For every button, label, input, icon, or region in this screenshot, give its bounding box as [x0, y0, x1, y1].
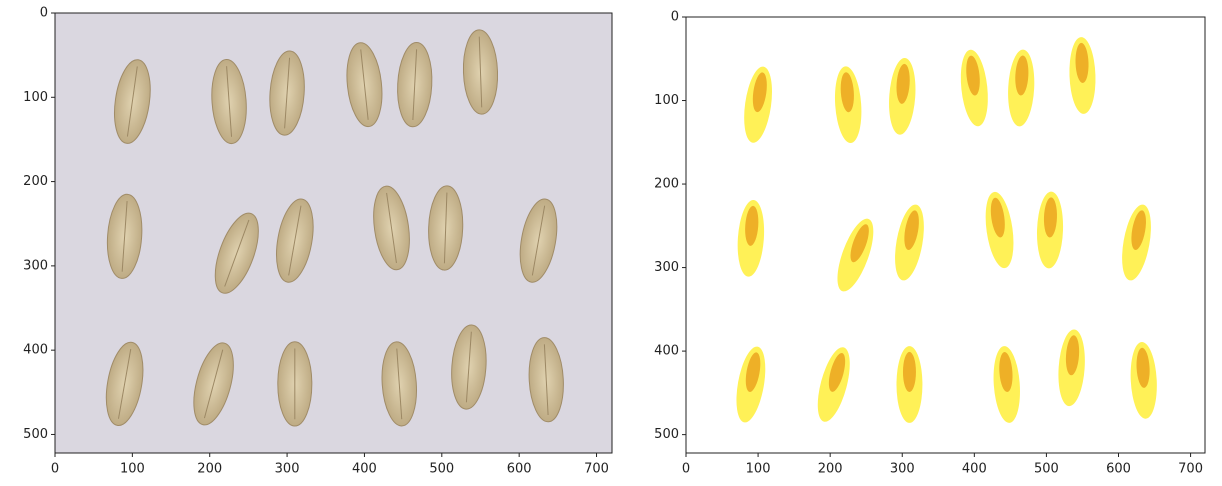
x-tick-label: 600	[507, 462, 532, 477]
grain-ridge	[117, 348, 132, 419]
x-tick-label: 400	[352, 462, 377, 477]
grain-ridge	[284, 57, 291, 129]
y-tick-label: 0	[40, 6, 48, 21]
saliency-core	[850, 224, 869, 263]
grain-ridge	[543, 344, 549, 416]
saliency-core	[1043, 197, 1057, 238]
y-tick-label: 0	[671, 10, 679, 25]
axes-frame	[54, 12, 613, 454]
x-tick-label: 700	[584, 462, 609, 477]
saliency-core	[896, 63, 910, 104]
grain-ridge	[126, 66, 138, 137]
saliency-core	[1136, 347, 1150, 388]
saliency-core	[902, 351, 916, 393]
y-tick-label: 400	[23, 343, 48, 358]
grain-ridge	[412, 49, 418, 121]
saliency-core	[828, 352, 846, 392]
saliency-core	[752, 72, 767, 113]
saliency-core	[1065, 335, 1080, 376]
saliency-core	[966, 55, 980, 96]
x-tick-label: 700	[1178, 462, 1203, 477]
y-tick-label: 200	[23, 174, 48, 189]
x-tick-label: 300	[275, 462, 300, 477]
saliency-core	[745, 352, 761, 392]
grain-ridge	[386, 192, 397, 264]
saliency-core	[745, 205, 759, 246]
x-tick-label: 600	[1106, 462, 1131, 477]
x-tick-label: 500	[1034, 462, 1059, 477]
y-tick-label: 300	[23, 258, 48, 273]
y-tick-label: 400	[654, 344, 679, 359]
saliency-core	[1075, 42, 1089, 83]
grain-ridge	[288, 205, 302, 276]
y-tick-label: 500	[654, 427, 679, 442]
x-tick-label: 0	[51, 462, 59, 477]
grain-ridge	[203, 349, 224, 419]
saliency-core	[904, 210, 919, 250]
grain-ridge	[443, 192, 448, 264]
grain-ridge	[478, 36, 483, 108]
x-tick-label: 200	[197, 462, 222, 477]
grain-ridge	[396, 348, 403, 420]
saliency-core	[990, 197, 1005, 238]
grain-ridge	[531, 205, 546, 276]
image-area	[686, 17, 1205, 453]
grain-ridge	[360, 49, 369, 120]
x-tick-label: 300	[890, 462, 915, 477]
image-content	[736, 37, 1157, 423]
y-tick-label: 300	[654, 260, 679, 275]
image-content	[105, 29, 564, 427]
x-tick-label: 500	[429, 462, 454, 477]
x-tick-label: 400	[962, 462, 987, 477]
x-tick-label: 100	[120, 462, 145, 477]
y-tick-label: 100	[23, 90, 48, 105]
axes-frame	[685, 16, 1206, 454]
grain-ridge	[121, 201, 128, 272]
saliency-core	[840, 72, 854, 113]
y-tick-label: 200	[654, 177, 679, 192]
grain-ridge	[465, 331, 472, 403]
y-tick-label: 500	[23, 427, 48, 442]
x-tick-label: 0	[682, 462, 690, 477]
grain-ridge	[224, 219, 250, 287]
x-tick-label: 100	[746, 462, 771, 477]
y-tick-label: 100	[654, 93, 679, 108]
saliency-core	[999, 352, 1013, 393]
saliency-core	[1015, 55, 1029, 96]
x-tick-label: 200	[818, 462, 843, 477]
saliency-core	[1131, 210, 1146, 250]
grain-ridge	[226, 66, 233, 137]
